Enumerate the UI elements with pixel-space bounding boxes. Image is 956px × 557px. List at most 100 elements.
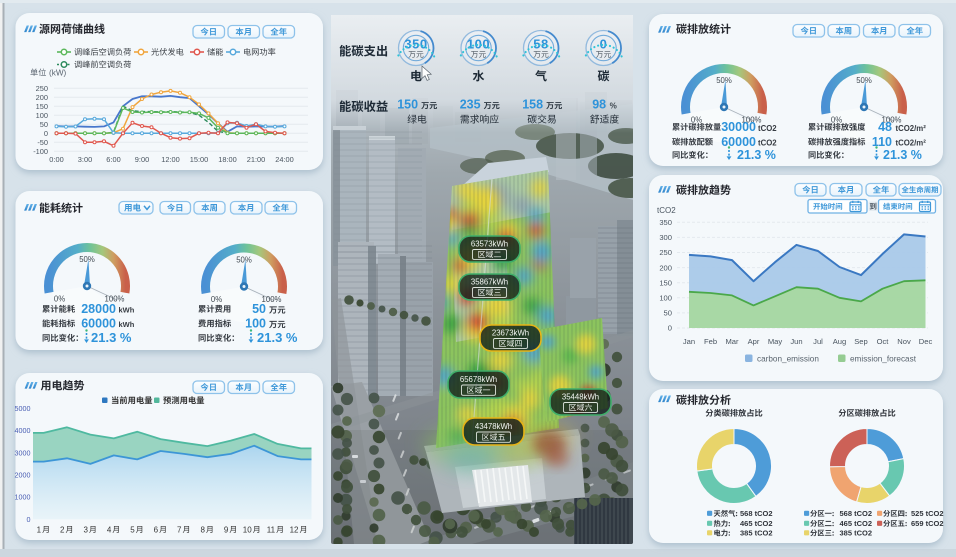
svg-text:Aug: Aug bbox=[833, 337, 847, 346]
svg-text:0%: 0% bbox=[211, 295, 222, 304]
svg-text:50%: 50% bbox=[236, 255, 252, 264]
svg-text:50: 50 bbox=[40, 120, 48, 129]
svg-text:385 tCO2: 385 tCO2 bbox=[740, 529, 773, 538]
svg-text:4000: 4000 bbox=[15, 426, 31, 435]
svg-text:9:00: 9:00 bbox=[135, 155, 149, 164]
svg-text:tCO2: tCO2 bbox=[758, 124, 777, 133]
svg-text:150: 150 bbox=[397, 98, 418, 112]
svg-text:2: 2 bbox=[60, 525, 65, 534]
svg-text:110: 110 bbox=[872, 135, 892, 149]
svg-text:28000: 28000 bbox=[81, 302, 116, 316]
svg-text:-100: -100 bbox=[33, 147, 48, 156]
svg-text:0%: 0% bbox=[831, 115, 842, 124]
svg-text:150: 150 bbox=[36, 102, 48, 111]
svg-text:235: 235 bbox=[460, 98, 481, 112]
svg-text:250: 250 bbox=[36, 84, 48, 93]
svg-text:65678kWh: 65678kWh bbox=[460, 375, 497, 384]
svg-text:98: 98 bbox=[592, 98, 606, 112]
svg-text:200: 200 bbox=[659, 263, 672, 272]
svg-text:7: 7 bbox=[177, 525, 182, 534]
svg-text:0: 0 bbox=[44, 129, 48, 138]
svg-text:60000: 60000 bbox=[721, 135, 756, 149]
svg-text:Jan: Jan bbox=[683, 337, 695, 346]
svg-text:Nov: Nov bbox=[897, 337, 911, 346]
svg-text:0:00: 0:00 bbox=[49, 155, 63, 164]
svg-text:21:00: 21:00 bbox=[247, 155, 266, 164]
svg-text:58: 58 bbox=[533, 37, 548, 52]
svg-text:350: 350 bbox=[404, 37, 427, 52]
svg-text:Jun: Jun bbox=[790, 337, 802, 346]
svg-text:300: 300 bbox=[659, 233, 672, 242]
svg-text:63573kWh: 63573kWh bbox=[471, 240, 508, 249]
svg-text:350: 350 bbox=[659, 218, 672, 227]
svg-text:11: 11 bbox=[267, 525, 276, 534]
svg-text:0: 0 bbox=[27, 515, 31, 524]
svg-text:1000: 1000 bbox=[15, 493, 31, 502]
svg-text:24:00: 24:00 bbox=[275, 155, 294, 164]
svg-text:3000: 3000 bbox=[15, 448, 31, 457]
svg-text:568 tCO2: 568 tCO2 bbox=[840, 509, 873, 518]
svg-text:30000: 30000 bbox=[721, 120, 756, 134]
svg-text:Jul: Jul bbox=[813, 337, 823, 346]
svg-text:15:00: 15:00 bbox=[190, 155, 209, 164]
svg-text:(kW): (kW) bbox=[49, 69, 67, 78]
svg-text:0: 0 bbox=[600, 37, 608, 52]
svg-text:43478kWh: 43478kWh bbox=[475, 422, 512, 431]
svg-text:465 tCO2: 465 tCO2 bbox=[740, 519, 773, 528]
svg-text:21.3 %: 21.3 % bbox=[737, 148, 776, 162]
svg-text:0%: 0% bbox=[691, 115, 702, 124]
svg-text:21.3 %: 21.3 % bbox=[257, 330, 298, 345]
svg-text:12:00: 12:00 bbox=[161, 155, 180, 164]
svg-text:emission_forecast: emission_forecast bbox=[850, 355, 917, 364]
svg-text:6: 6 bbox=[154, 525, 159, 534]
svg-text:100%: 100% bbox=[742, 115, 762, 124]
svg-text:35448kWh: 35448kWh bbox=[562, 393, 599, 402]
svg-text:100%: 100% bbox=[882, 115, 902, 124]
svg-text:50%: 50% bbox=[716, 76, 732, 85]
svg-text:8: 8 bbox=[200, 525, 205, 534]
svg-text:100: 100 bbox=[245, 317, 266, 331]
svg-text:tCO2/m²: tCO2/m² bbox=[896, 124, 927, 133]
svg-text:23673kWh: 23673kWh bbox=[492, 329, 529, 338]
svg-text:5000: 5000 bbox=[15, 404, 31, 413]
svg-text:-50: -50 bbox=[37, 138, 48, 147]
svg-text:tCO2: tCO2 bbox=[758, 139, 777, 148]
svg-text:0%: 0% bbox=[54, 294, 65, 303]
svg-text:250: 250 bbox=[659, 248, 672, 257]
svg-text:60000: 60000 bbox=[81, 317, 116, 331]
svg-text:2000: 2000 bbox=[15, 471, 31, 480]
svg-text:Feb: Feb bbox=[704, 337, 717, 346]
svg-text:carbon_emission: carbon_emission bbox=[757, 355, 819, 364]
svg-text:35867kWh: 35867kWh bbox=[471, 278, 508, 287]
svg-text:3:00: 3:00 bbox=[78, 155, 92, 164]
svg-text:48: 48 bbox=[878, 120, 892, 134]
svg-text:100%: 100% bbox=[262, 295, 282, 304]
svg-text:465 tCO2: 465 tCO2 bbox=[840, 519, 873, 528]
svg-text:100: 100 bbox=[659, 294, 672, 303]
svg-text:6:00: 6:00 bbox=[106, 155, 120, 164]
svg-text:5: 5 bbox=[130, 525, 135, 534]
svg-text:200: 200 bbox=[36, 93, 48, 102]
svg-text:0: 0 bbox=[668, 324, 672, 333]
svg-text:150: 150 bbox=[659, 278, 672, 287]
svg-text:May: May bbox=[768, 337, 783, 346]
svg-text:50: 50 bbox=[664, 309, 672, 318]
svg-text:525 tCO2: 525 tCO2 bbox=[911, 509, 944, 518]
svg-text:tCO2/m²: tCO2/m² bbox=[896, 139, 927, 148]
svg-text:kWh: kWh bbox=[119, 320, 135, 329]
svg-text:21.3 %: 21.3 % bbox=[883, 148, 922, 162]
svg-text:21.3 %: 21.3 % bbox=[91, 330, 132, 345]
svg-text:3: 3 bbox=[83, 525, 88, 534]
svg-text:568 tCO2: 568 tCO2 bbox=[740, 509, 773, 518]
svg-text:100: 100 bbox=[36, 111, 48, 120]
svg-text:Dec: Dec bbox=[919, 337, 933, 346]
svg-text:Oct: Oct bbox=[877, 337, 890, 346]
svg-text:1: 1 bbox=[37, 525, 42, 534]
svg-text:659 tCO2: 659 tCO2 bbox=[911, 519, 944, 528]
svg-text:50%: 50% bbox=[856, 76, 872, 85]
svg-text:100%: 100% bbox=[105, 294, 125, 303]
svg-text:tCO2: tCO2 bbox=[657, 206, 676, 215]
svg-text:Sep: Sep bbox=[854, 337, 868, 346]
svg-text:50: 50 bbox=[252, 302, 266, 316]
svg-text:4: 4 bbox=[107, 525, 112, 534]
